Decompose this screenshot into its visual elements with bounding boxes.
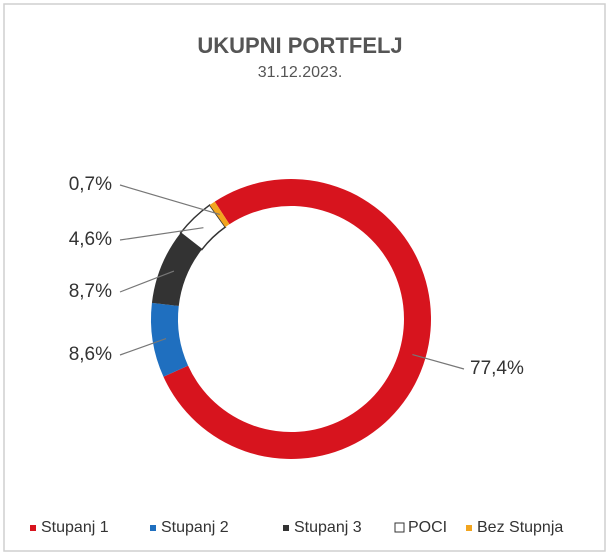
legend-label: POCI bbox=[408, 519, 447, 536]
data-label: 77,4% bbox=[470, 358, 524, 379]
data-label: 8,7% bbox=[69, 281, 112, 302]
legend-marker bbox=[283, 525, 289, 531]
legend-marker bbox=[466, 525, 472, 531]
leader-line bbox=[119, 337, 167, 356]
data-label: 8,6% bbox=[69, 344, 112, 365]
legend-marker bbox=[394, 522, 405, 533]
chart-subtitle: 31.12.2023. bbox=[258, 64, 343, 81]
donut-slice bbox=[151, 232, 202, 307]
leader-line bbox=[119, 227, 204, 241]
leader-line bbox=[119, 270, 175, 293]
legend-label: Stupanj 1 bbox=[41, 519, 109, 536]
data-label: 0,7% bbox=[69, 174, 112, 195]
legend-marker bbox=[150, 525, 156, 531]
legend-label: Stupanj 2 bbox=[161, 519, 229, 536]
legend-label: Stupanj 3 bbox=[294, 519, 362, 536]
legend-label: Bez Stupnja bbox=[477, 519, 563, 536]
data-label: 4,6% bbox=[69, 229, 112, 250]
donut-slice bbox=[150, 302, 189, 377]
leader-line bbox=[412, 353, 465, 370]
leader-line bbox=[119, 184, 220, 216]
card-border bbox=[3, 3, 606, 552]
legend-marker bbox=[30, 525, 36, 531]
chart-title: UKUPNI PORTFELJ bbox=[197, 33, 402, 58]
